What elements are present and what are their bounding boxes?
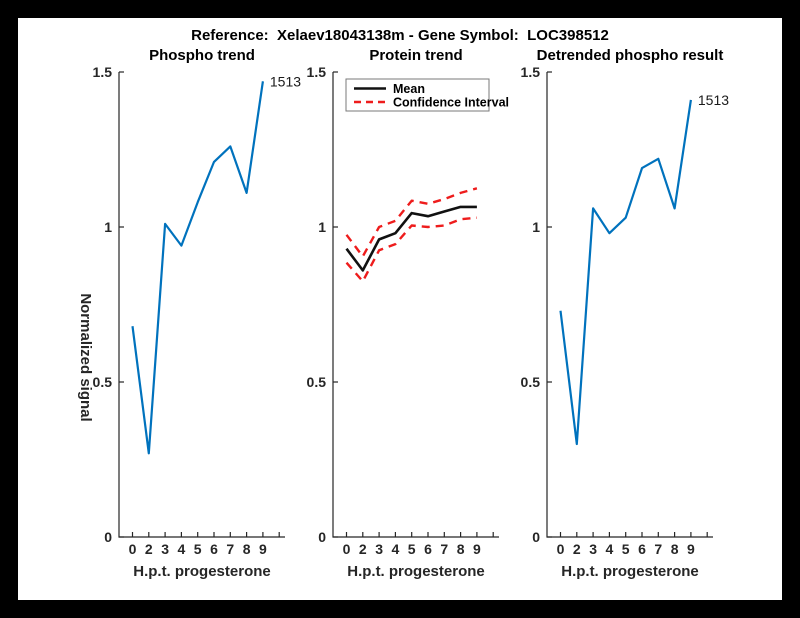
x-axis-label: H.p.t. progesterone	[561, 563, 699, 580]
x-tick-label: 0	[557, 541, 565, 557]
x-tick-label: 2	[573, 541, 581, 557]
mean-line	[345, 205, 477, 272]
x-tick-label: 5	[194, 541, 202, 557]
y-tick-label: 0.5	[307, 374, 327, 390]
x-tick-label: 6	[638, 541, 646, 557]
x-axis-label: H.p.t. progesterone	[347, 563, 485, 580]
y-tick-label: 1.5	[93, 64, 113, 80]
y-tick-label: 0.5	[93, 374, 113, 390]
phospho-trend-line	[131, 81, 264, 455]
figure-paper: Reference: Xelaev18043138m - Gene Symbol…	[18, 18, 782, 600]
y-axis-label: Normalized signal	[77, 293, 94, 421]
x-tick-label: 0	[343, 541, 351, 557]
y-tick-label: 1	[104, 219, 112, 235]
x-tick-label: 7	[226, 541, 234, 557]
series-end-label: 1513	[698, 92, 729, 108]
x-tick-label: 3	[589, 541, 597, 557]
x-tick-label: 8	[243, 541, 251, 557]
subplot-title: Protein trend	[369, 47, 462, 64]
x-tick-label: 4	[178, 541, 186, 557]
x-tick-label: 4	[392, 541, 400, 557]
x-tick-label: 7	[654, 541, 662, 557]
y-tick-label: 0	[104, 529, 112, 545]
x-tick-label: 6	[424, 541, 432, 557]
x-tick-label: 9	[473, 541, 481, 557]
y-tick-label: 1	[532, 219, 540, 235]
x-tick-label: 9	[687, 541, 695, 557]
x-tick-label: 7	[440, 541, 448, 557]
x-tick-label: 2	[145, 541, 153, 557]
figure-title: Reference: Xelaev18043138m - Gene Symbol…	[191, 27, 609, 44]
x-tick-label: 8	[671, 541, 679, 557]
subplot-title: Detrended phospho result	[537, 47, 724, 64]
y-tick-label: 0.5	[521, 374, 541, 390]
y-tick-label: 1.5	[307, 64, 327, 80]
x-tick-label: 4	[606, 541, 614, 557]
x-tick-label: 3	[375, 541, 383, 557]
x-tick-label: 2	[359, 541, 367, 557]
subplot-title: Phospho trend	[149, 47, 255, 64]
y-tick-label: 1.5	[521, 64, 541, 80]
x-tick-label: 5	[622, 541, 630, 557]
legend-label: Mean	[393, 82, 425, 96]
ci-lower-line	[345, 216, 478, 283]
axis-spines	[332, 72, 499, 538]
detrended-phospho-line	[559, 99, 692, 446]
axis-spines	[118, 72, 285, 538]
x-tick-label: 6	[210, 541, 218, 557]
x-tick-label: 9	[259, 541, 267, 557]
legend-label: Confidence Interval	[393, 96, 509, 110]
x-tick-label: 5	[408, 541, 416, 557]
x-axis-label: H.p.t. progesterone	[133, 563, 271, 580]
series-end-label: 1513	[270, 73, 301, 89]
y-tick-label: 1	[318, 219, 326, 235]
y-tick-label: 0	[532, 529, 540, 545]
x-tick-label: 3	[161, 541, 169, 557]
ci-upper-line	[345, 187, 478, 258]
axis-spines	[546, 72, 713, 538]
x-tick-label: 8	[457, 541, 465, 557]
x-tick-label: 0	[129, 541, 137, 557]
y-tick-label: 0	[318, 529, 326, 545]
legend-box	[345, 78, 490, 112]
